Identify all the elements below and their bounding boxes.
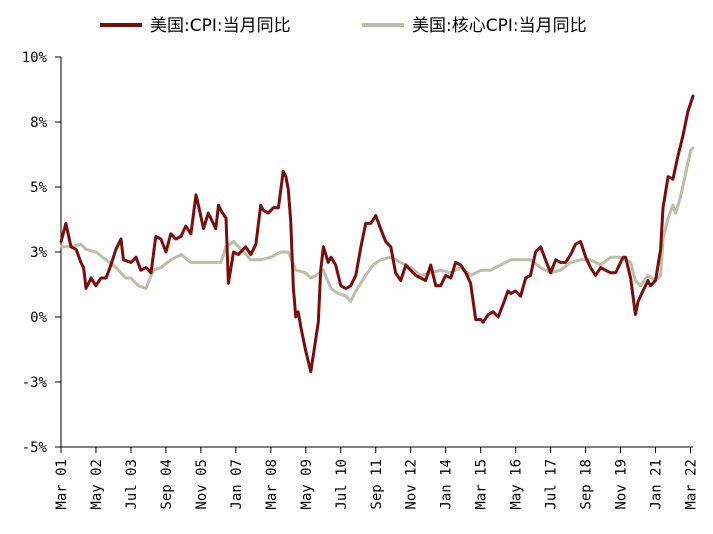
- y-axis: 10% 8% 5% 3% 0% -3% -5%: [22, 50, 62, 456]
- x-tick-label: May 09: [299, 459, 315, 510]
- x-tick-label: Jan 14: [439, 459, 455, 510]
- y-tick-label: 5%: [30, 180, 47, 196]
- x-tick-label: Jul 17: [544, 459, 560, 510]
- x-tick-label: Mar 22: [684, 459, 700, 510]
- legend-label-cpi: 美国:CPI:当月同比: [150, 16, 291, 36]
- x-tick-label: Sep 04: [159, 459, 175, 510]
- x-tick-label: Mar 01: [54, 459, 70, 510]
- series-line-core-cpi: [59, 146, 695, 303]
- legend: 美国:CPI:当月同比 美国:核心CPI:当月同比: [100, 16, 587, 36]
- series-line-cpi: [59, 94, 695, 374]
- x-tick-label: May 16: [509, 459, 525, 510]
- x-tick-label: Jan 21: [649, 459, 665, 510]
- x-tick-label: Mar 08: [264, 459, 280, 510]
- x-tick-label: Nov 12: [404, 459, 420, 510]
- legend-entry-cpi: 美国:CPI:当月同比: [100, 16, 291, 36]
- y-tick-label: 8%: [30, 115, 47, 131]
- y-tick-label: -3%: [22, 375, 48, 391]
- legend-label-core-cpi: 美国:核心CPI:当月同比: [412, 16, 587, 36]
- y-tick-label: -5%: [22, 440, 48, 456]
- series-group: [59, 94, 695, 374]
- x-tick-label: Jul 03: [124, 459, 140, 510]
- x-tick-label: Jul 10: [334, 459, 350, 510]
- x-tick-label: Nov 05: [194, 459, 210, 510]
- x-tick-label: Sep 18: [579, 459, 595, 510]
- x-tick-label: Nov 19: [614, 459, 630, 510]
- y-tick-label: 3%: [30, 245, 47, 261]
- x-tick-label: Jan 07: [229, 459, 245, 510]
- legend-entry-core-cpi: 美国:核心CPI:当月同比: [362, 16, 587, 36]
- y-tick-label: 0%: [30, 310, 47, 326]
- x-tick-label: May 02: [89, 459, 105, 510]
- x-tick-label: Sep 11: [369, 459, 385, 510]
- x-axis: Mar 01 May 02 Jul 03 Sep 04 Nov 05 Jan 07 Mar …: [54, 446, 700, 510]
- y-tick-label: 10%: [22, 50, 48, 66]
- x-tick-label: Mar 15: [474, 459, 490, 510]
